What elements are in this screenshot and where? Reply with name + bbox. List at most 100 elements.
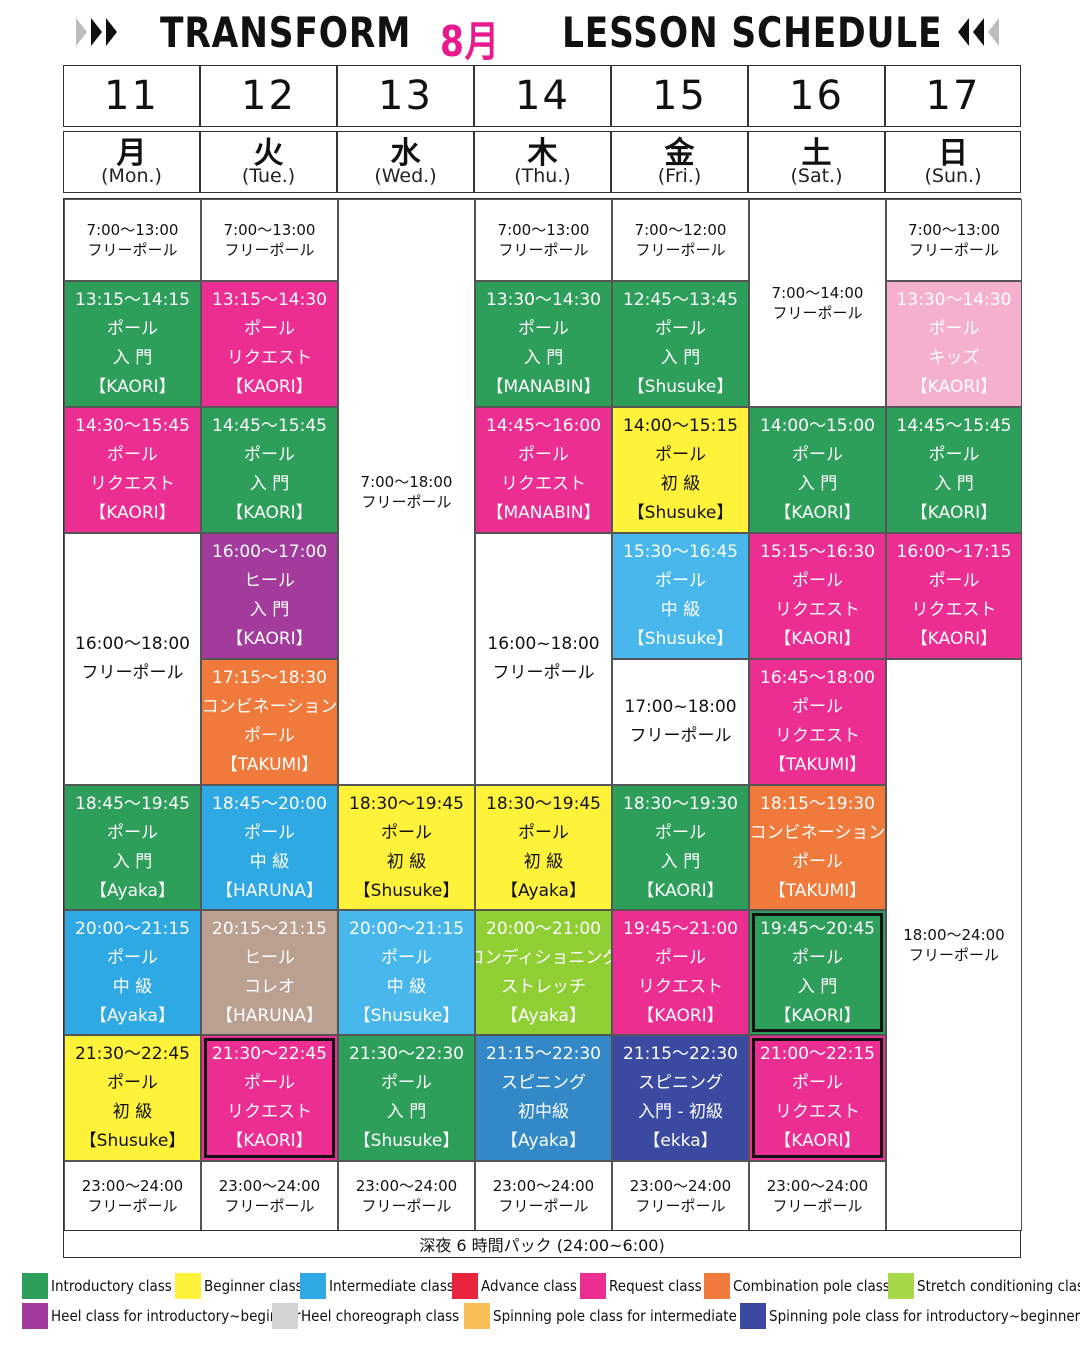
slot-line: フリーポール	[772, 1197, 863, 1215]
slot-line: ポール	[107, 822, 158, 843]
slot-line: ポール	[381, 822, 432, 843]
slot-line: 16:00〜17:15	[896, 542, 1012, 562]
slot-line: ポール	[107, 1073, 158, 1093]
lesson-slot: 21:15〜22:30 スピニング 入門 - 初級 【ekka】	[612, 1035, 749, 1161]
lesson-slot: 20:00〜21:15 ポール中 級【Ayaka】	[64, 910, 201, 1035]
slot-line: コンビネーション	[201, 697, 338, 717]
free-pole-slot: 23:00〜24:00 フリーポール	[64, 1161, 201, 1231]
slot-line: 【Shusuke】	[353, 880, 460, 901]
slot-line: 初 級	[386, 851, 427, 872]
slot-line: ポール	[381, 1073, 432, 1093]
lesson-slot: 16:00〜17:15 ポール リクエスト 【KAORI】	[886, 533, 1022, 659]
legend-label: Intermediate class	[329, 1277, 454, 1295]
lesson-slot: 18:45〜19:45 ポール入 門【Ayaka】	[64, 785, 201, 910]
date-row: 11 12 13 14 15 16 17	[63, 65, 1021, 127]
slot-line: 18:45〜20:00	[212, 793, 327, 814]
slot-line: 【Shusuke】	[353, 1131, 460, 1151]
slot-line: 17:00~18:00	[624, 697, 737, 717]
slot-line: 【Shusuke】	[627, 629, 734, 649]
slot-line: 【Shusuke】	[627, 503, 734, 523]
slot-line: 23:00〜24:00	[766, 1177, 869, 1195]
slot-line: ヒール	[244, 947, 295, 968]
slot-line: 14:45〜16:00	[486, 416, 601, 436]
slot-line: リクエスト	[227, 1102, 312, 1122]
slot-line: 【MANABIN】	[486, 503, 601, 523]
slot-line: 【TAKUMI】	[768, 880, 867, 901]
slot-line: 13:30〜14:30	[486, 290, 601, 310]
late-night-pack: 深夜 6 時間パック (24:00~6:00)	[63, 1230, 1021, 1258]
slot-line: リクエスト	[775, 1102, 860, 1122]
slot-line: 【Shusuke】	[79, 1131, 186, 1151]
header: TRANSFORM 8月 LESSON SCHEDULE	[0, 0, 1080, 66]
slot-line: 【TAKUMI】	[768, 755, 867, 775]
lesson-slot: 12:45〜13:45 ポール入 門【Shusuke】	[612, 281, 749, 407]
slot-line: 23:00〜24:00	[629, 1177, 732, 1195]
slot-line: 【Shusuke】	[353, 1005, 460, 1026]
date-cell: 15	[611, 65, 748, 127]
slot-line: ポール	[107, 947, 158, 968]
slot-line: 23:00〜24:00	[218, 1177, 321, 1195]
slot-line: 初中級	[518, 1102, 569, 1122]
slot-line: ポール	[792, 1073, 843, 1093]
schedule-grid: 7:00〜13:00 フリーポール 13:15〜14:15 ポール入 門【KAORI】…	[63, 198, 1022, 1231]
slot-line: コンビネーション	[749, 822, 886, 843]
slot-line: 入 門	[797, 474, 838, 494]
weekday-cell: 水 (Wed.)	[337, 131, 474, 193]
slot-line: ポール	[244, 726, 295, 746]
slot-line: ポール	[655, 571, 706, 591]
free-pole-slot: 23:00〜24:00 フリーポール	[475, 1161, 612, 1231]
legend-swatch	[452, 1273, 478, 1299]
slot-line: フリーポール	[224, 241, 315, 259]
weekday-jp: 月	[116, 135, 147, 171]
slot-line: フリーポール	[498, 1197, 589, 1215]
slot-line: 17:15〜18:30	[212, 668, 327, 688]
legend-swatch	[888, 1273, 914, 1299]
lesson-slot: 21:15〜22:30 スピニング 初中級 【Ayaka】	[475, 1035, 612, 1161]
legend-label: Spinning pole class for introductory~beg…	[769, 1307, 1080, 1325]
slot-line: 15:30〜16:45	[623, 542, 738, 562]
slot-line: 18:30〜19:45	[486, 793, 601, 814]
lesson-slot: 13:30〜14:30 ポール キッズ 【KAORI】	[886, 281, 1022, 407]
slot-line: 【KAORI】	[226, 629, 313, 649]
free-pole-slot: 23:00〜24:00 フリーポール	[749, 1161, 886, 1231]
lesson-slot: 15:15〜16:30 ポール リクエスト 【KAORI】	[749, 533, 886, 659]
slot-line: ポール	[244, 1073, 295, 1093]
weekday-en: (Sat.)	[790, 164, 843, 187]
slot-line: 初 級	[660, 474, 701, 494]
slot-line: 中 級	[386, 976, 427, 997]
legend-item: Spinning pole class for intermediate	[464, 1303, 764, 1329]
slot-line: 20:00〜21:15	[349, 918, 464, 939]
slot-line: リクエスト	[90, 474, 175, 494]
legend-item: Heel class for introductory~beginner	[22, 1303, 328, 1329]
legend-swatch	[740, 1303, 766, 1329]
slot-line: 14:30〜15:45	[75, 416, 190, 436]
slot-line: 21:15〜22:30	[486, 1044, 601, 1064]
lesson-slot: 18:30〜19:45 ポール初 級【Ayaka】	[475, 785, 612, 910]
lesson-slot: 13:30〜14:30 ポール入 門【MANABIN】	[475, 281, 612, 407]
slot-line: リクエスト	[638, 976, 723, 997]
slot-line: 19:45〜21:00	[623, 918, 738, 939]
legend-item: Request class	[580, 1273, 712, 1299]
slot-line: 【KAORI】	[774, 503, 861, 523]
slot-line: 入 門	[249, 474, 290, 494]
slot-line: 【KAORI】	[774, 1131, 861, 1151]
slot-line: 入門 - 初級	[638, 1102, 723, 1122]
lesson-slot: 15:30〜16:45 ポール中 級【Shusuke】	[612, 533, 749, 659]
slot-line: 入 門	[934, 474, 974, 494]
weekday-cell: 月 (Mon.)	[63, 131, 200, 193]
weekday-cell: 土 (Sat.)	[748, 131, 885, 193]
slot-line: フリーポール	[908, 241, 999, 259]
slot-line: リクエスト	[501, 474, 586, 494]
slot-line: 入 門	[660, 348, 701, 368]
legend-swatch	[704, 1273, 730, 1299]
slot-line: 7:00〜14:00	[771, 284, 864, 302]
legend-label: Request class	[609, 1277, 702, 1295]
slot-line: 20:00〜21:00	[486, 918, 601, 939]
slot-line: 7:00〜13:00	[908, 221, 1000, 239]
slot-line: 【KAORI】	[910, 629, 998, 649]
weekday-jp: 金	[664, 135, 695, 171]
slot-line: 18:45〜19:45	[75, 793, 190, 814]
lesson-slot: 21:00〜22:15 ポール リクエスト 【KAORI】	[749, 1035, 886, 1161]
slot-line: スピニング	[501, 1073, 586, 1093]
weekday-jp: 土	[801, 135, 832, 171]
